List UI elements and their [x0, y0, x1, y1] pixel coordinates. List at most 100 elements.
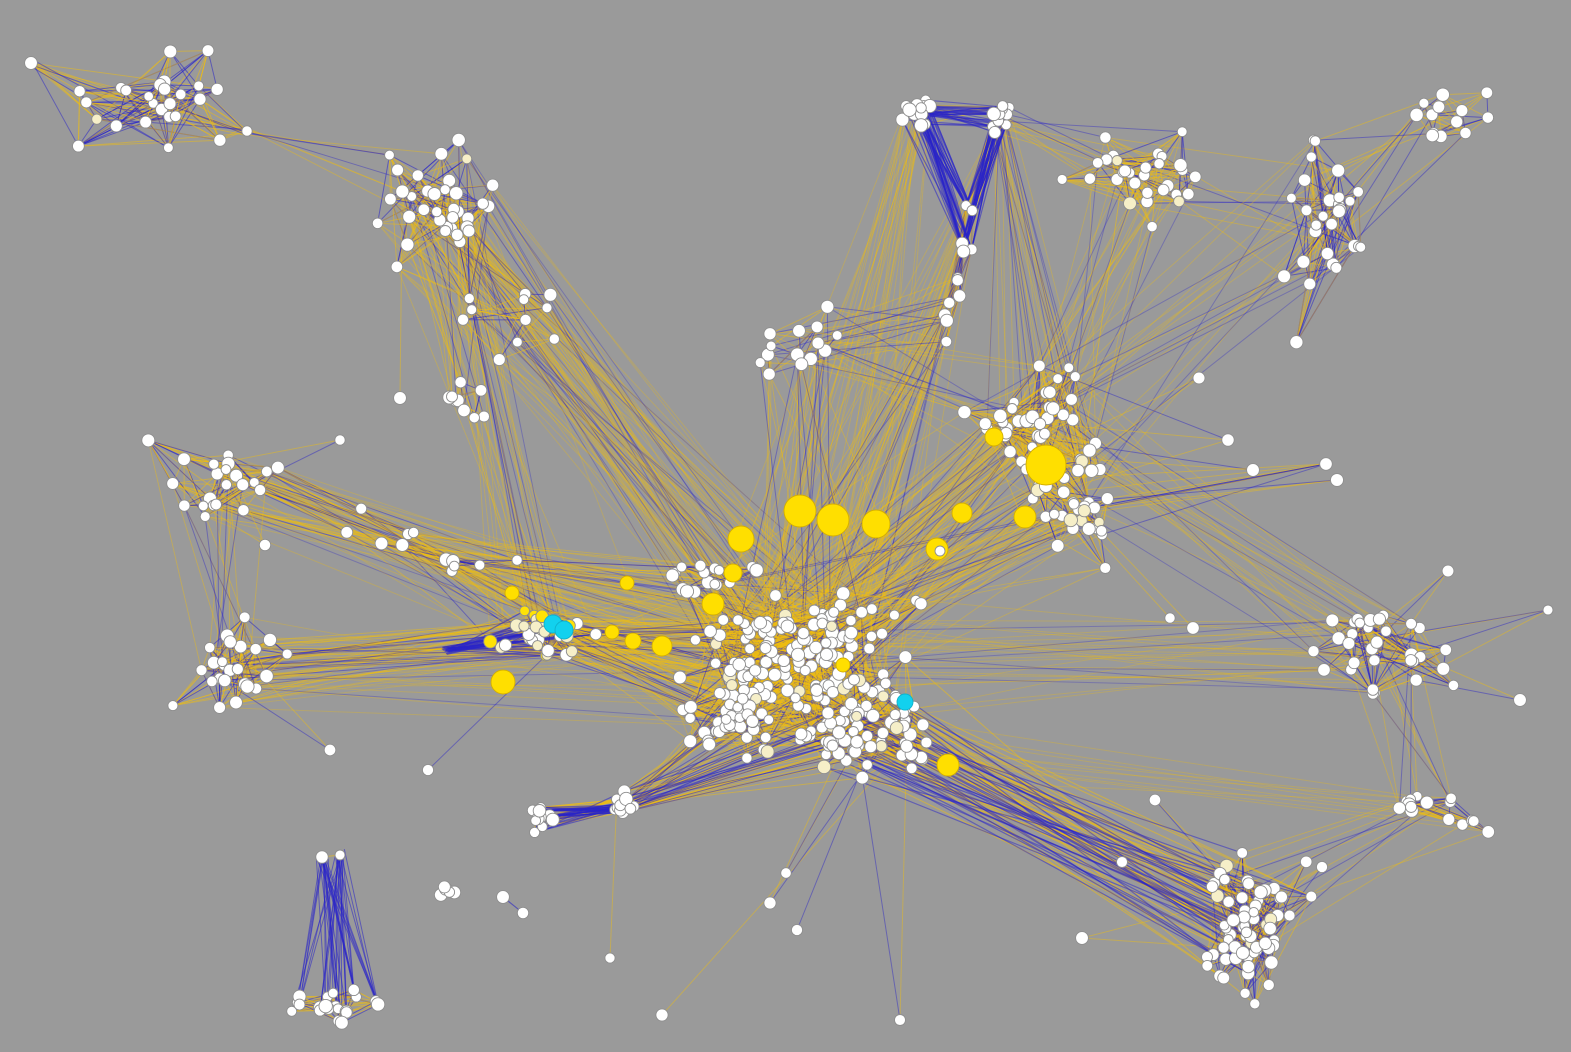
graph-edge: [254, 481, 414, 533]
graph-edge: [1242, 798, 1411, 854]
graph-edge: [235, 610, 525, 703]
graph-edge: [1084, 463, 1327, 512]
graph-edge: [1047, 209, 1307, 419]
graph-edge: [993, 113, 1107, 161]
graph-edge: [741, 114, 923, 668]
graph-edge: [780, 114, 923, 630]
graph-edge: [33, 62, 154, 104]
graph-edge: [832, 632, 1325, 671]
graph-edge: [793, 105, 907, 652]
graph-edge: [1372, 693, 1452, 799]
graph-edge: [517, 559, 715, 585]
graph-edge: [759, 314, 946, 623]
graph-edge: [831, 113, 915, 627]
graph-edge: [86, 101, 169, 149]
graph-edge: [1081, 171, 1124, 462]
graph-edge: [769, 124, 1007, 651]
graph-edge: [1154, 799, 1226, 880]
graph-edge: [236, 475, 454, 562]
graph-edge: [827, 712, 1243, 854]
graph-edge: [1226, 801, 1408, 867]
graph-edge: [1077, 463, 1327, 511]
graph-edge: [1072, 419, 1373, 650]
graph-edge: [247, 133, 390, 156]
graph-edge: [868, 314, 946, 649]
graph-edge: [408, 216, 751, 635]
graph-edge: [402, 544, 578, 624]
graph-edge: [215, 504, 543, 618]
graph-edge: [417, 175, 792, 629]
graph-edge: [546, 307, 766, 695]
graph-edge: [1088, 528, 1171, 619]
graph-edge: [1052, 215, 1324, 409]
graph-edge: [79, 90, 162, 110]
graph-edge: [455, 192, 872, 637]
graph-edge: [994, 132, 1047, 393]
graph-edge: [992, 126, 1096, 444]
graph-edge: [1095, 226, 1153, 444]
graph-edge: [213, 625, 525, 664]
graph-edge: [228, 454, 826, 663]
graph-edge: [869, 105, 931, 713]
graph-edge: [277, 467, 543, 618]
graph-edge: [856, 741, 901, 1021]
graph-edge: [959, 249, 973, 297]
graph-edge: [406, 244, 475, 418]
graph-edge: [1045, 392, 1412, 625]
graph-edge: [1088, 196, 1340, 503]
graph-edge: [756, 485, 1040, 626]
graph-edge: [209, 647, 548, 656]
graph-edge: [1089, 450, 1333, 621]
graph-edge: [1001, 108, 1007, 434]
graph-edge: [1410, 570, 1449, 625]
graph-edge: [266, 471, 414, 533]
graph-edge: [266, 471, 518, 561]
graph-edge: [256, 650, 549, 690]
graph-edge: [1411, 609, 1549, 656]
graph-edge: [786, 125, 922, 627]
graph-edge: [213, 463, 731, 682]
graph-edge: [277, 467, 454, 562]
graph-edge: [994, 132, 1011, 452]
graph-edge: [723, 527, 1074, 621]
graph-edge: [254, 481, 767, 648]
graph-edge: [756, 458, 1081, 626]
graph-edge: [243, 509, 525, 627]
graph-edge: [1385, 570, 1449, 632]
graph-edge: [254, 481, 517, 626]
graph-edge: [821, 416, 1033, 624]
graph-edge: [266, 471, 348, 533]
graph-edge: [695, 401, 1015, 641]
graph-edge: [801, 341, 947, 365]
graph-edge: [858, 679, 1214, 956]
graph-edge: [770, 350, 826, 633]
graph-edge: [459, 241, 548, 309]
graph-edge: [1101, 463, 1327, 535]
graph-edge: [843, 506, 1085, 689]
graph-edge: [998, 120, 1148, 203]
graph-edge: [446, 227, 459, 401]
graph-edge: [1077, 463, 1327, 511]
graph-edge: [836, 402, 1015, 642]
graph-edge: [768, 345, 772, 641]
graph-edge: [1044, 170, 1339, 435]
graph-edge: [1089, 178, 1096, 444]
graph-edge: [219, 677, 331, 751]
graph-edge: [1018, 209, 1307, 422]
graph-edge: [205, 516, 746, 640]
graph-edge: [824, 314, 945, 352]
graph-edge: [1074, 140, 1316, 377]
graph-edge: [1001, 108, 1101, 470]
graph-edge: [1080, 458, 1254, 471]
graph-edge: [1008, 107, 1096, 444]
graph-edge: [1038, 193, 1189, 486]
graph-edge: [1099, 469, 1375, 661]
graph-edge: [1006, 113, 1106, 138]
graph-edge: [1005, 267, 1337, 434]
graph-edge: [1074, 376, 1375, 694]
graph-edge: [786, 114, 1008, 627]
graph-edge: [843, 592, 1377, 643]
graph-edge: [413, 532, 537, 628]
